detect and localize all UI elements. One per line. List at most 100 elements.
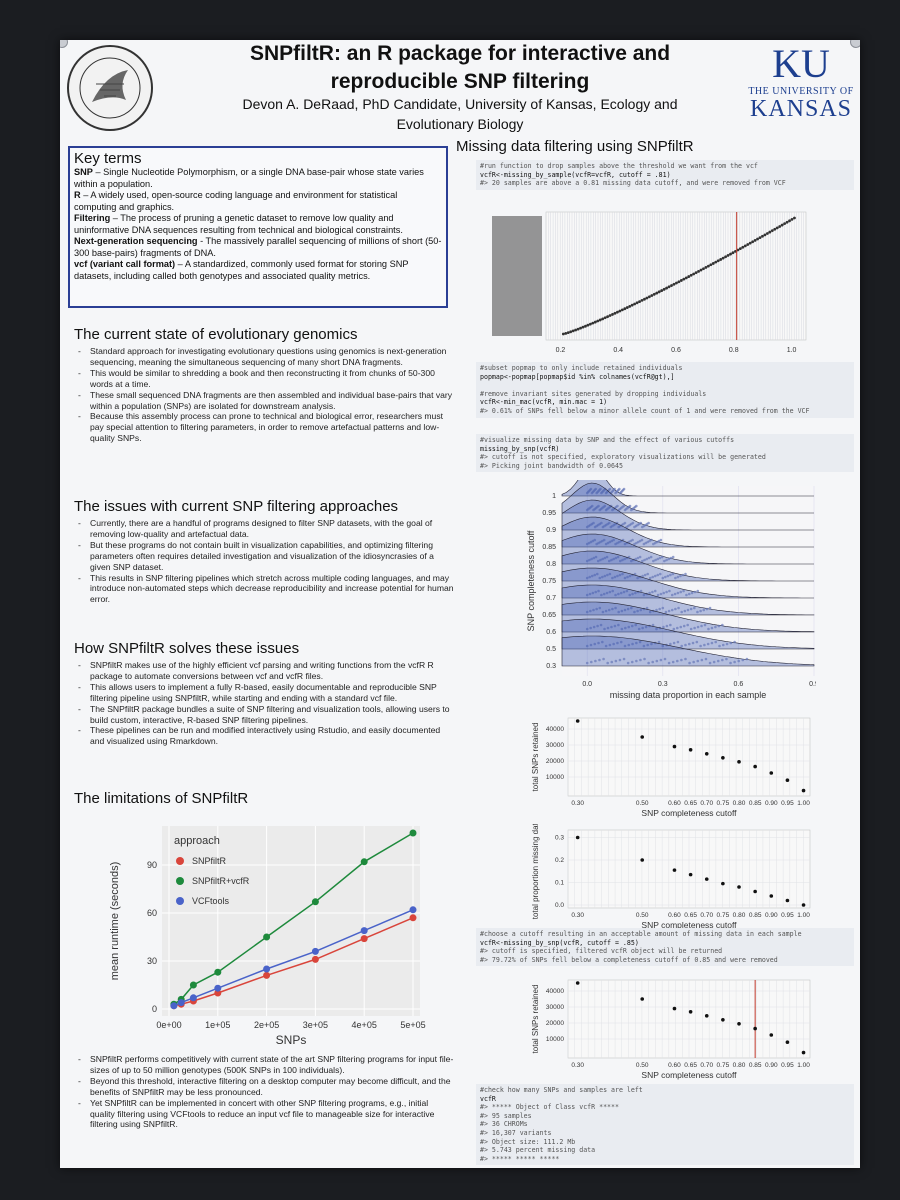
ridge-point <box>631 642 634 646</box>
ridge-point <box>642 644 646 648</box>
ridge-point <box>696 659 700 663</box>
ridgeline-plot: 0.0 0.3 0.6 0.9 1 0.95 0.9 0.85 0.8 0.75 0.7 0.65 0.… <box>526 480 816 700</box>
legend-swatch <box>176 877 184 885</box>
ridge-point <box>635 641 638 645</box>
ridge-point <box>606 661 609 665</box>
x-axis-label: SNPs <box>276 1033 307 1047</box>
runtime-line-chart: 0 30 60 90 0e+00 1e+05 2e+05 3e+05 4e+05 5e+05 SNP… <box>109 826 426 1047</box>
code-line: #choose a cutoff resulting in an accepta… <box>480 930 802 938</box>
ridge-point <box>683 609 687 613</box>
x-tick-label: 0.85 <box>749 800 762 807</box>
ridge-point <box>610 660 614 664</box>
ridge-point <box>656 573 660 577</box>
ridge-point <box>721 643 725 647</box>
data-point <box>575 835 580 840</box>
ridge-point <box>693 626 696 630</box>
limitations-bullets: SNPfiltR performs competitively with cur… <box>74 1054 454 1130</box>
x-tick-label: 0.75 <box>717 1062 730 1069</box>
section-heading: The current state of evolutionary genomi… <box>74 326 358 343</box>
poster-title: SNPfiltR: an R package for interactive a… <box>180 40 740 96</box>
x-tick-label: 2e+05 <box>254 1020 279 1030</box>
ridge-point <box>585 559 589 563</box>
key-term-def: – A standardized, commonly used format f… <box>74 259 409 281</box>
sample-point <box>741 245 745 249</box>
y-tick-label: 1 <box>552 493 556 500</box>
ridge-point <box>602 657 605 661</box>
ridge-point <box>618 487 621 491</box>
data-point <box>575 981 580 985</box>
x-tick-label: 0.8 <box>729 347 739 354</box>
ridge-point <box>674 607 677 611</box>
sample-point <box>711 262 715 265</box>
ridge-point <box>651 575 655 579</box>
ridge-point <box>601 575 604 579</box>
title-line-1: SNPfiltR: an R package for interactive a… <box>249 42 671 65</box>
data-point <box>753 889 757 894</box>
ridge-point <box>608 487 612 491</box>
section-how-solves: How SNPfiltR solves these issues SNPfiltR… <box>74 640 454 747</box>
ridge-point <box>679 590 683 594</box>
x-tick-label: 0.30 <box>571 800 584 807</box>
sample-point <box>652 292 656 296</box>
ridge-point <box>676 640 680 644</box>
ridge-point <box>603 556 607 560</box>
data-point <box>737 885 741 889</box>
key-term-name: vcf (variant call format) <box>74 259 176 269</box>
ridge-point <box>647 661 650 665</box>
ridge-point <box>626 575 629 579</box>
ridge-point <box>602 538 606 542</box>
ridge-point <box>628 574 632 578</box>
bullet-item: Standard approach for investigating evol… <box>78 346 454 368</box>
ridge-point <box>700 624 703 628</box>
ridge-point <box>671 555 675 559</box>
data-point <box>704 877 709 881</box>
ridge-point <box>614 593 617 597</box>
sample-point <box>721 256 725 260</box>
data-point <box>640 997 645 1001</box>
sample-point <box>689 273 693 277</box>
ridge-point <box>677 606 680 610</box>
ridge-point <box>595 607 598 611</box>
legend-label: VCFtools <box>192 896 230 906</box>
bullet-item: Because this assembly process can prone … <box>78 411 454 444</box>
ridge-point <box>704 657 708 661</box>
ridge-point <box>593 642 597 646</box>
ridge-point <box>641 626 644 630</box>
data-point <box>311 898 319 906</box>
data-point <box>263 933 271 941</box>
bullet-item: This allows users to implement a fully R… <box>78 682 454 704</box>
ridge-point <box>640 538 644 542</box>
ridge-point <box>601 557 604 561</box>
y-tick-label: 20000 <box>546 1020 564 1027</box>
sample-point <box>623 307 627 311</box>
ridge-point <box>658 607 661 611</box>
code-line: #run function to drop samples above the … <box>480 162 758 170</box>
key-term-def: – The process of pruning a genetic datas… <box>74 213 403 235</box>
ridge-point <box>636 576 639 580</box>
ridge-point <box>682 624 686 628</box>
code-line: #> cutoff is not specified, exploratory … <box>480 453 766 462</box>
ridge-point <box>620 627 624 631</box>
ridge-point <box>622 504 626 508</box>
ridge-point <box>626 607 630 611</box>
sample-point <box>633 302 637 306</box>
sample-point <box>704 266 708 269</box>
ridge-point <box>681 573 685 577</box>
code-line: vcfR <box>480 1094 496 1103</box>
ridge-point <box>624 626 627 630</box>
ridge-point <box>607 521 611 525</box>
ridge-point <box>589 487 593 491</box>
ridge-point <box>670 593 674 597</box>
x-tick-label: 0.70 <box>700 1062 713 1069</box>
ridge-point <box>621 558 624 562</box>
sample-point <box>699 268 703 272</box>
ridge-point <box>612 538 615 542</box>
ridge-point <box>661 576 665 580</box>
sample-point <box>756 237 759 241</box>
x-tick-label: 1e+05 <box>205 1020 230 1030</box>
data-point <box>640 858 645 862</box>
ridge-point <box>679 625 683 629</box>
y-tick-label: 30000 <box>546 742 564 749</box>
ridge-point <box>669 642 672 646</box>
sample-point <box>630 303 634 307</box>
